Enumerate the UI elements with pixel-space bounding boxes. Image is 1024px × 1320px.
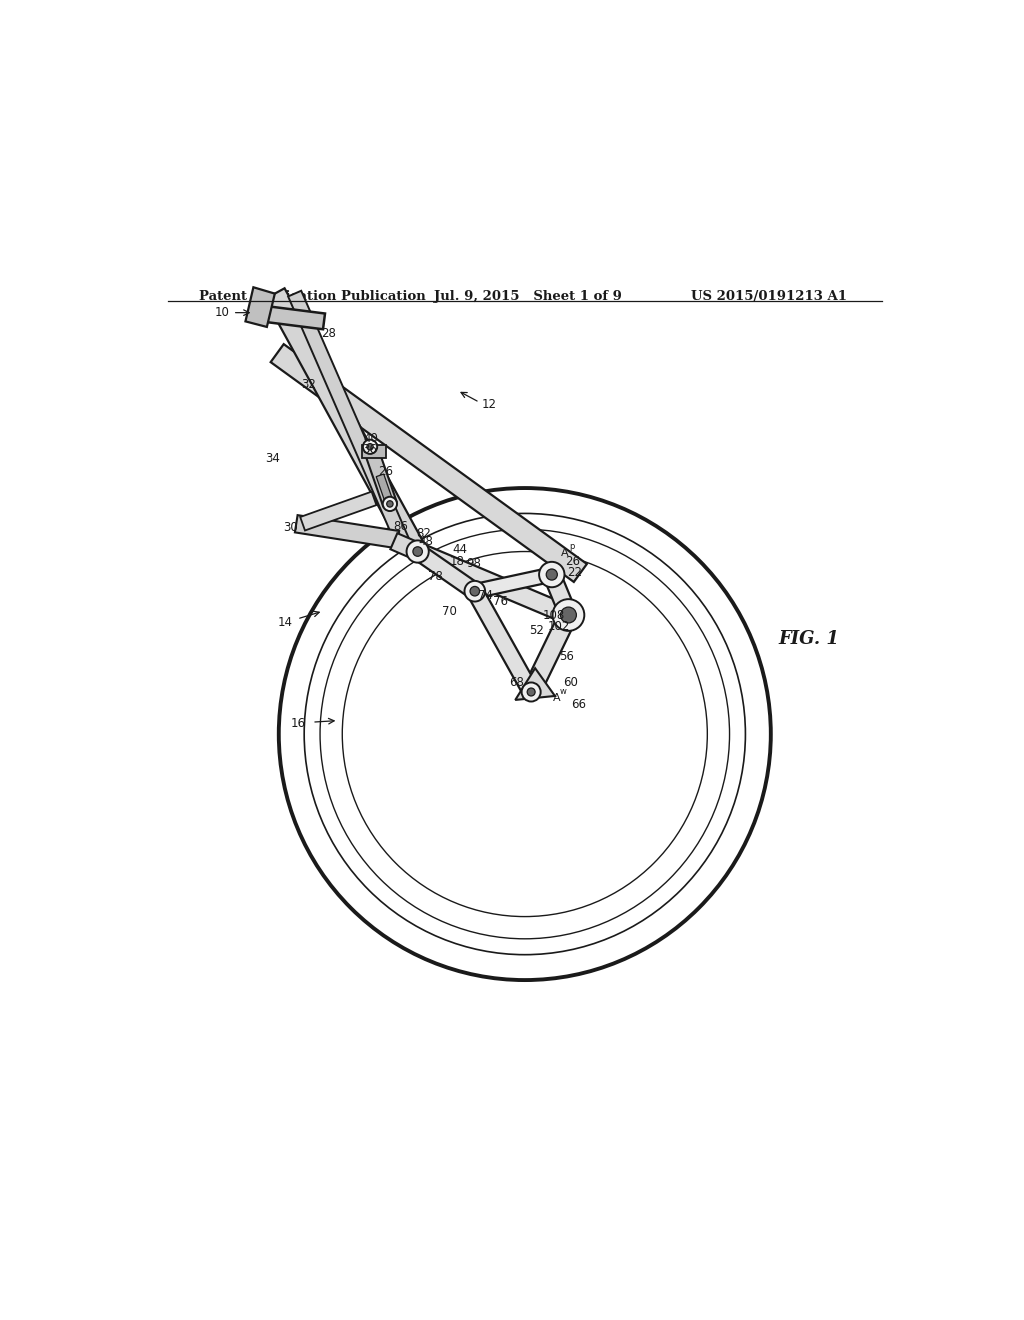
Text: A: A xyxy=(561,548,568,558)
Text: 26: 26 xyxy=(565,554,580,568)
Circle shape xyxy=(362,440,377,454)
Polygon shape xyxy=(270,345,587,582)
Text: 68: 68 xyxy=(509,676,524,689)
Text: 82: 82 xyxy=(416,527,431,540)
Text: 26: 26 xyxy=(379,465,393,478)
Polygon shape xyxy=(468,587,539,696)
Polygon shape xyxy=(265,288,424,553)
Polygon shape xyxy=(288,290,413,552)
Text: 34: 34 xyxy=(265,453,280,465)
Text: Jul. 9, 2015   Sheet 1 of 9: Jul. 9, 2015 Sheet 1 of 9 xyxy=(433,289,622,302)
Text: 28: 28 xyxy=(322,327,336,339)
Text: 56: 56 xyxy=(559,649,574,663)
Circle shape xyxy=(553,599,585,631)
Text: 74: 74 xyxy=(477,589,493,602)
Circle shape xyxy=(521,682,541,701)
Polygon shape xyxy=(544,572,577,618)
Circle shape xyxy=(539,562,564,587)
Circle shape xyxy=(527,688,536,696)
Text: 40: 40 xyxy=(364,433,378,445)
Polygon shape xyxy=(300,491,377,531)
Text: 48: 48 xyxy=(418,535,433,548)
Polygon shape xyxy=(515,668,555,700)
Polygon shape xyxy=(246,288,274,327)
Text: 12: 12 xyxy=(481,399,497,412)
Circle shape xyxy=(560,607,577,623)
Polygon shape xyxy=(295,515,399,548)
Text: 36: 36 xyxy=(362,444,378,457)
Text: 76: 76 xyxy=(494,595,509,609)
Text: 86: 86 xyxy=(393,520,408,533)
Circle shape xyxy=(470,586,479,595)
Text: FIG. 1: FIG. 1 xyxy=(778,630,840,648)
Text: US 2015/0191213 A1: US 2015/0191213 A1 xyxy=(691,289,848,302)
Text: 14: 14 xyxy=(278,615,293,628)
Circle shape xyxy=(383,496,397,511)
Polygon shape xyxy=(376,474,393,506)
Circle shape xyxy=(367,444,373,450)
Text: 44: 44 xyxy=(453,543,467,556)
Polygon shape xyxy=(413,545,479,598)
Text: 18: 18 xyxy=(450,554,465,568)
Polygon shape xyxy=(362,445,386,458)
Text: 10: 10 xyxy=(214,306,229,319)
Text: 98: 98 xyxy=(466,557,480,570)
Polygon shape xyxy=(414,543,572,623)
Circle shape xyxy=(546,569,557,579)
Text: 32: 32 xyxy=(301,379,316,391)
Polygon shape xyxy=(364,445,396,507)
Text: 102: 102 xyxy=(548,620,570,634)
Polygon shape xyxy=(390,533,421,560)
Text: 108: 108 xyxy=(543,609,565,622)
Polygon shape xyxy=(523,611,577,696)
Text: p: p xyxy=(569,543,575,552)
Text: 78: 78 xyxy=(428,570,443,582)
Text: A: A xyxy=(553,693,560,704)
Text: 52: 52 xyxy=(529,624,544,638)
Circle shape xyxy=(387,500,393,507)
Text: w: w xyxy=(559,688,566,697)
Circle shape xyxy=(413,546,423,556)
Polygon shape xyxy=(260,305,325,329)
Text: Patent Application Publication: Patent Application Publication xyxy=(200,289,426,302)
Text: 66: 66 xyxy=(571,698,587,711)
Text: 70: 70 xyxy=(442,605,457,618)
Text: 60: 60 xyxy=(563,676,579,689)
Text: 16: 16 xyxy=(291,717,306,730)
Circle shape xyxy=(465,581,485,602)
Text: 22: 22 xyxy=(567,566,583,579)
Text: 30: 30 xyxy=(284,521,298,535)
Circle shape xyxy=(407,540,429,562)
Polygon shape xyxy=(473,568,553,598)
